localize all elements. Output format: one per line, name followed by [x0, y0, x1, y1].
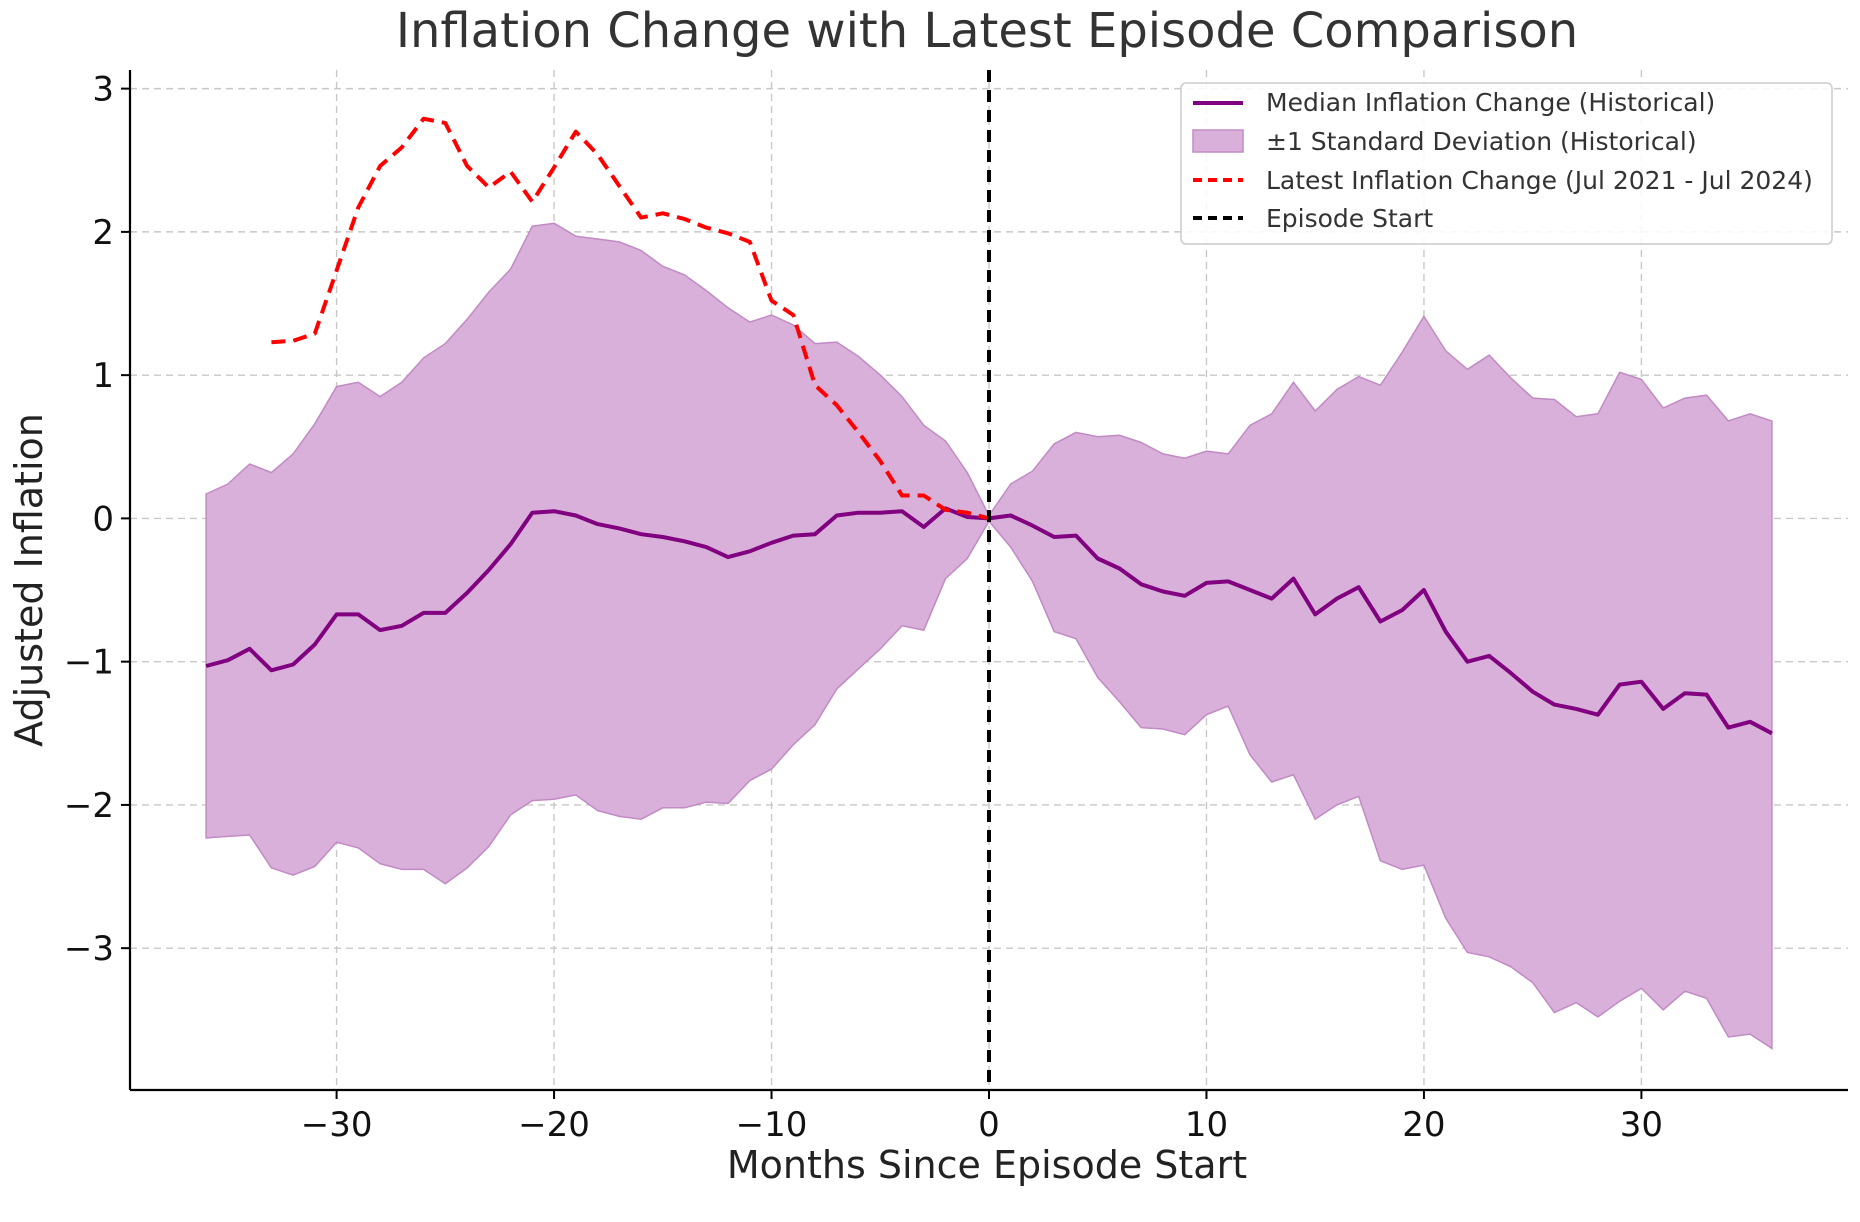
x-axis-title: Months Since Episode Start — [727, 1143, 1247, 1187]
y-axis-ticks: −3 −2 −1 0 1 2 3 — [64, 70, 130, 969]
y-tick-label: 2 — [92, 213, 114, 253]
x-axis-ticks: −30 −20 −10 0 10 20 30 — [301, 1090, 1663, 1145]
latest-line-layer — [271, 116, 990, 521]
y-tick-label: −1 — [64, 643, 114, 683]
legend: Median Inflation Change (Historical) ±1 … — [1180, 82, 1833, 245]
legend-frame — [1180, 82, 1833, 245]
chart-title: Inflation Change with Latest Episode Com… — [396, 3, 1578, 59]
y-tick-label: 0 — [92, 499, 114, 539]
x-tick-label: −30 — [301, 1105, 373, 1145]
std-dev-band-layer — [205, 222, 1773, 1050]
y-axis-title: Adjusted Inflation — [7, 413, 51, 747]
x-tick-label: 30 — [1620, 1105, 1663, 1145]
legend-swatch-std-band — [1192, 129, 1244, 153]
y-tick-label: −2 — [64, 786, 114, 826]
x-tick-label: −10 — [736, 1105, 808, 1145]
legend-label-std-band: ±1 Standard Deviation (Historical) — [1266, 127, 1697, 156]
y-tick-label: −3 — [64, 929, 114, 969]
x-tick-label: 0 — [978, 1105, 1000, 1145]
x-tick-label: −20 — [518, 1105, 590, 1145]
y-tick-label: 1 — [92, 356, 114, 396]
legend-label-latest: Latest Inflation Change (Jul 2021 - Jul … — [1266, 166, 1813, 195]
latest-inflation-line — [271, 116, 990, 521]
std-dev-band — [205, 222, 1773, 1050]
x-tick-label: 10 — [1185, 1105, 1228, 1145]
x-tick-label: 20 — [1402, 1105, 1445, 1145]
legend-label-episode-start: Episode Start — [1266, 204, 1433, 233]
y-tick-label: 3 — [92, 70, 114, 110]
legend-label-median: Median Inflation Change (Historical) — [1266, 88, 1715, 117]
